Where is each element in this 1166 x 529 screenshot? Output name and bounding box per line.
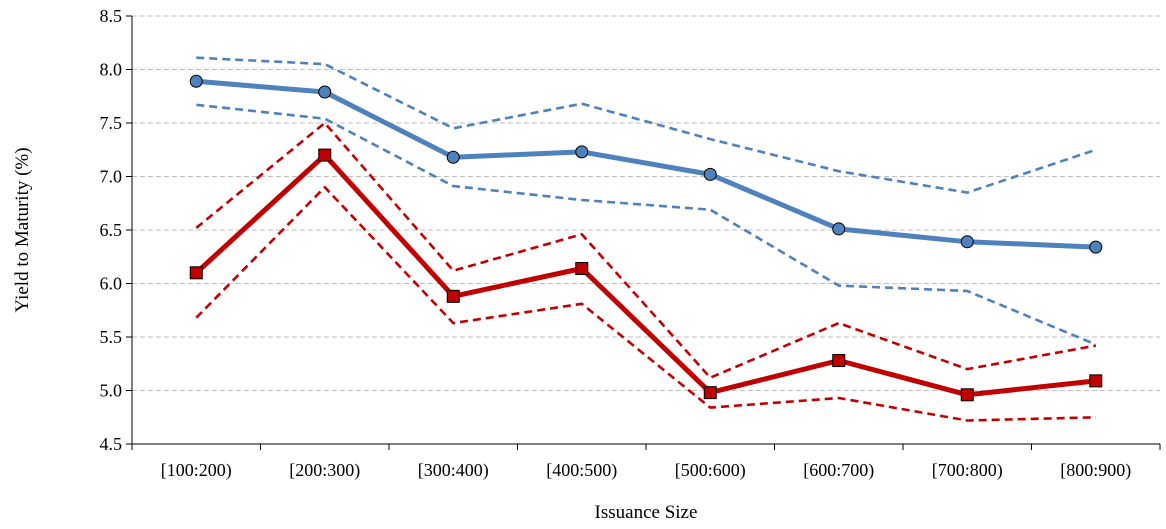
y-tick-label: 7.5 <box>100 113 123 133</box>
x-tick-label: [700:800) <box>932 460 1003 481</box>
data-point <box>446 289 460 303</box>
series-band-5 <box>195 185 1096 422</box>
x-tick-labels: [100:200) [200:300) [300:400) [400:500) [500… <box>161 460 1132 481</box>
data-point <box>575 262 589 276</box>
series-line-0 <box>196 78 1096 250</box>
x-tick-label: [800:900) <box>1060 460 1131 481</box>
data-point <box>703 386 717 400</box>
series-line-3 <box>194 152 1097 398</box>
axes <box>126 15 1161 450</box>
y-tick-labels: 4.5 5.0 5.5 6.0 6.5 7.0 7.5 8.0 8.5 <box>100 6 123 454</box>
y-tick-label: 4.5 <box>100 434 123 454</box>
series-band-4 <box>195 121 1097 380</box>
x-axis-title: Issuance Size <box>595 502 698 523</box>
data-point <box>575 145 589 159</box>
data-point <box>189 74 203 88</box>
x-tick-label: [200:300) <box>289 460 360 481</box>
x-tick-label: [400:500) <box>546 460 617 481</box>
data-point <box>1089 240 1103 254</box>
series-lines <box>194 56 1097 422</box>
x-tick-label: [300:400) <box>418 460 489 481</box>
y-axis-title: Yield to Maturity (%) <box>12 147 33 312</box>
y-tick-label: 6.0 <box>100 274 123 294</box>
data-point <box>960 388 974 402</box>
data-point <box>318 85 332 99</box>
series-band-2 <box>196 103 1097 346</box>
data-point <box>1089 374 1103 388</box>
series-band-1 <box>196 56 1097 194</box>
x-tick-label: [600:700) <box>803 460 874 481</box>
y-tick-label: 8.5 <box>100 6 123 26</box>
y-tick-label: 5.5 <box>100 327 123 347</box>
data-point <box>832 222 846 236</box>
series-markers <box>189 74 1103 402</box>
data-point <box>703 167 717 181</box>
y-tick-label: 7.0 <box>100 167 123 187</box>
data-point <box>960 235 974 249</box>
data-point <box>832 354 846 368</box>
x-tick-label: [500:600) <box>675 460 746 481</box>
data-point <box>189 266 203 280</box>
y-tick-label: 5.0 <box>100 381 123 401</box>
x-tick-label: [100:200) <box>161 460 232 481</box>
gridlines <box>132 15 1160 391</box>
data-point <box>318 148 332 162</box>
y-tick-label: 6.5 <box>100 220 123 240</box>
data-point <box>446 150 460 164</box>
y-tick-label: 8.0 <box>100 60 123 80</box>
